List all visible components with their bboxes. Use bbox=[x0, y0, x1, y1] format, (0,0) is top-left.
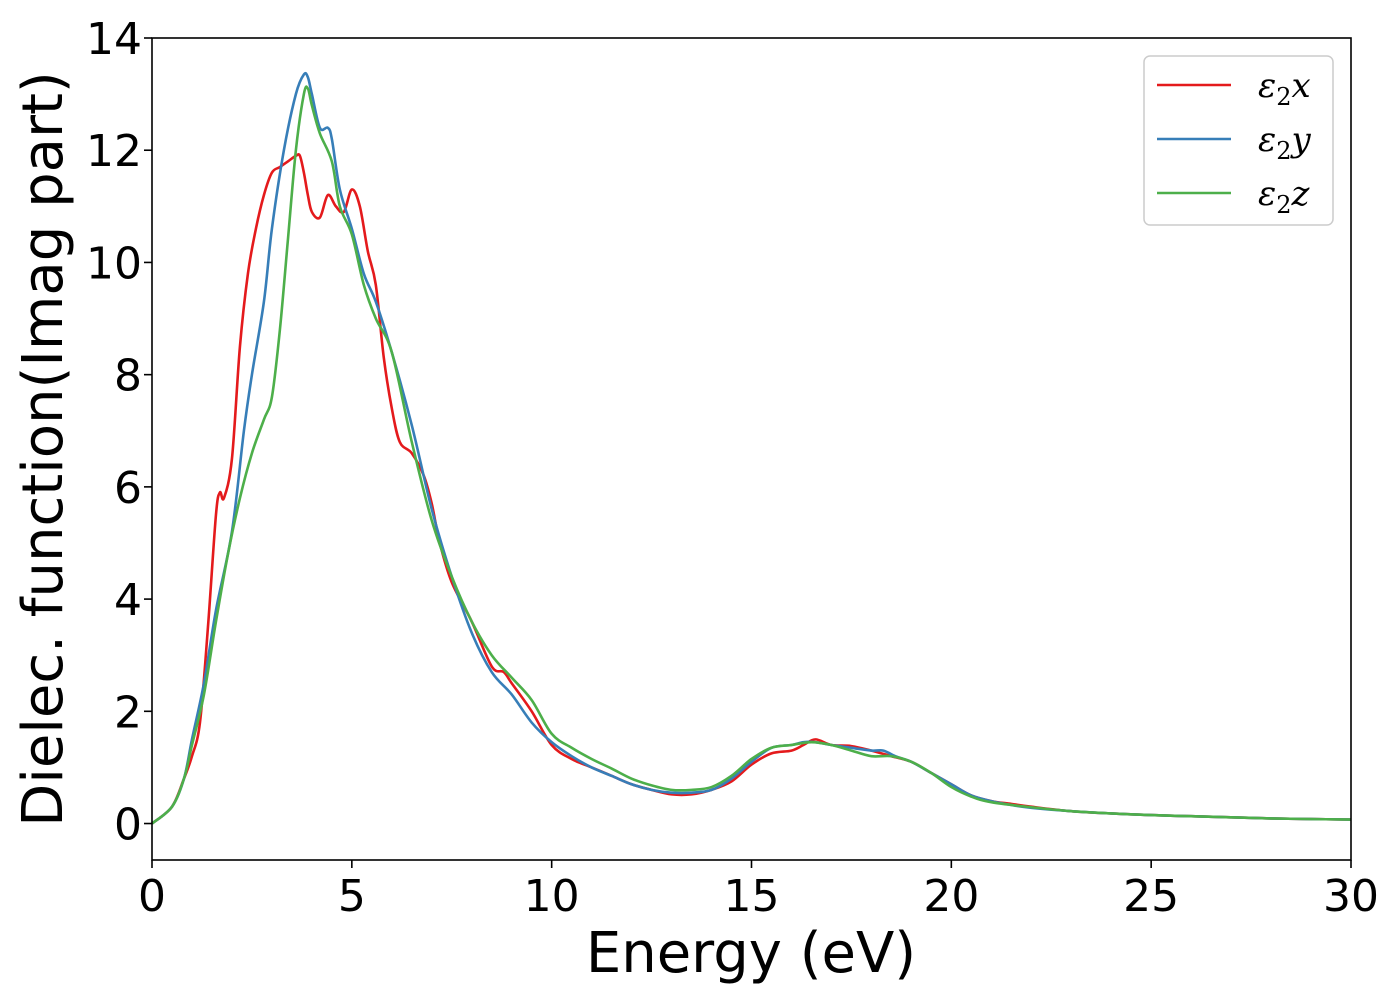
legend: ε2x ε2y ε2z bbox=[1143, 55, 1334, 226]
x-tick-label: 0 bbox=[138, 871, 166, 922]
x-tick-label: 25 bbox=[1123, 871, 1179, 922]
legend-label-x: ε2x bbox=[1258, 66, 1311, 111]
x-tick-label: 20 bbox=[923, 871, 979, 922]
x-tick-label: 10 bbox=[524, 871, 580, 922]
legend-label-z: ε2z bbox=[1258, 174, 1311, 219]
x-tick-label: 15 bbox=[724, 871, 780, 922]
x-tick-label: 5 bbox=[338, 871, 366, 922]
x-tick-label: 30 bbox=[1323, 871, 1379, 922]
y-tick-label: 6 bbox=[114, 463, 142, 514]
y-axis-ticks: 0 2 4 6 8 10 12 14 bbox=[86, 14, 152, 851]
legend-box bbox=[1143, 55, 1334, 226]
legend-items: ε2x ε2y ε2z bbox=[1157, 66, 1312, 219]
series-layer bbox=[151, 71, 1352, 825]
y-axis-title: Dielec. function(Imag part) bbox=[11, 71, 76, 827]
legend-label-y: ε2y bbox=[1258, 120, 1312, 165]
x-axis-title: Energy (eV) bbox=[586, 921, 916, 986]
y-tick-label: 10 bbox=[86, 238, 142, 289]
series-line-z bbox=[151, 85, 1352, 825]
y-tick-label: 4 bbox=[114, 575, 142, 626]
y-tick-label: 14 bbox=[86, 14, 142, 65]
y-tick-label: 2 bbox=[114, 687, 142, 738]
x-axis-ticks: 0 5 10 15 20 25 30 bbox=[138, 860, 1379, 922]
y-tick-label: 0 bbox=[114, 800, 142, 851]
y-tick-label: 12 bbox=[86, 126, 142, 177]
y-tick-label: 8 bbox=[114, 351, 142, 402]
